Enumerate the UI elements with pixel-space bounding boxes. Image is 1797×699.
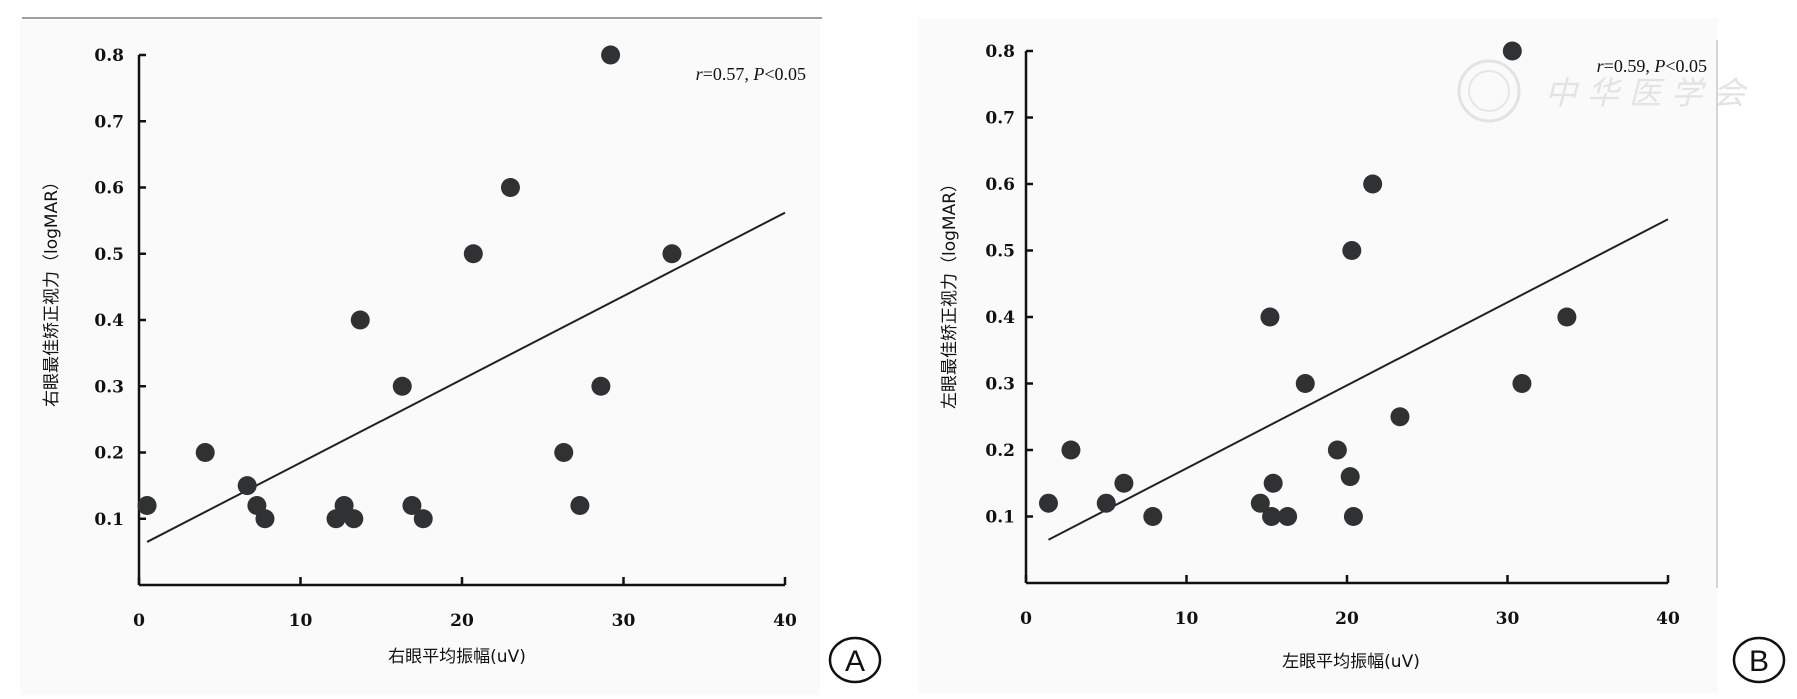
x-tick-label: 20: [1335, 609, 1359, 629]
panel-b-background: [918, 18, 1718, 693]
x-tick-label: 0: [1020, 609, 1032, 629]
panel-a: 0.1 0.2 0.3 0.4 0.5 0.6 0.7 0.8 0 10 20 30 40 右眼平均振幅(…: [42, 45, 882, 684]
r-symbol: r: [696, 64, 704, 84]
x-tick-label: 20: [450, 611, 474, 631]
panel-letter: B: [1749, 645, 1769, 678]
data-point: [463, 244, 483, 264]
x-axis-label: 右眼平均振幅(uV): [388, 647, 526, 667]
y-tick-label: 0.7: [94, 112, 124, 132]
data-point: [554, 443, 574, 462]
watermark-seal-icon: [1457, 59, 1521, 123]
y-tick-label: 0.8: [985, 42, 1015, 62]
y-tick-label: 0.4: [985, 308, 1015, 328]
x-tick-label: 10: [1175, 609, 1199, 629]
data-point: [1114, 473, 1134, 493]
watermark-seal-inner-icon: [1468, 70, 1510, 112]
data-point: [392, 376, 412, 396]
regression-line: [1048, 218, 1669, 541]
y-tick-label: 0.3: [985, 375, 1015, 395]
data-point: [255, 509, 275, 529]
x-tick-label: 30: [1496, 609, 1520, 629]
p-symbol: P: [752, 64, 764, 84]
data-point: [591, 376, 611, 396]
panel-a-background: [20, 20, 820, 695]
data-point: [1038, 493, 1058, 513]
data-point: [662, 244, 682, 264]
y-tick-label: 0.1: [94, 510, 124, 530]
data-point: [1061, 440, 1081, 460]
data-point: [1343, 507, 1363, 526]
x-tick-label: 40: [773, 611, 797, 631]
y-tick-label: 0.2: [94, 444, 124, 464]
r-value: =0.59,: [1604, 56, 1655, 76]
y-tick-label: 0.6: [985, 175, 1015, 195]
data-point: [344, 509, 364, 529]
data-point: [1340, 467, 1360, 487]
data-point: [1502, 41, 1522, 61]
y-axis-label: 右眼最佳矫正视力（logMAR）: [42, 173, 62, 407]
data-point: [1263, 473, 1283, 493]
data-point: [237, 476, 257, 496]
y-axis-label: 左眼最佳矫正视力（logMAR）: [940, 175, 960, 409]
data-point: [137, 496, 157, 515]
p-value: <0.05: [1665, 56, 1707, 76]
y-tick-label: 0.7: [985, 109, 1015, 129]
r-symbol: r: [1597, 56, 1605, 76]
y-tick-label: 0.4: [94, 311, 124, 331]
panel-b: 中华医学会 0.1 0.2 0.3 0.4 0.5 0.6 0.7 0.8 0 10 20 30 40 左眼…: [940, 41, 1786, 684]
panel-letter: A: [845, 645, 865, 678]
correlation-annotation: r=0.59, P<0.05: [1597, 56, 1707, 76]
data-point: [350, 310, 370, 330]
data-point: [402, 496, 422, 515]
data-point: [1250, 493, 1270, 513]
x-tick-label: 10: [289, 611, 313, 631]
data-point: [1342, 241, 1362, 260]
watermark: 中华医学会: [1457, 59, 1755, 123]
data-point: [334, 496, 354, 515]
panel-letter-circle-icon: [828, 636, 882, 684]
data-point: [413, 509, 433, 529]
watermark-text: 中华医学会: [1545, 74, 1755, 112]
y-tick-label: 0.5: [985, 242, 1015, 262]
x-tick-label: 30: [612, 611, 636, 631]
panel-letter-circle-icon: [1732, 636, 1786, 684]
y-tick-label: 0.8: [94, 46, 124, 66]
data-point: [1096, 493, 1116, 513]
data-point: [1557, 307, 1577, 327]
x-tick-label: 0: [133, 611, 145, 631]
y-tick-label: 0.2: [985, 441, 1015, 461]
correlation-annotation: r=0.57, P<0.05: [696, 64, 806, 84]
data-point: [1262, 507, 1282, 526]
data-point: [570, 496, 590, 515]
data-point: [500, 178, 520, 197]
p-symbol: P: [1653, 56, 1665, 76]
data-point: [1295, 374, 1315, 393]
x-tick-label: 40: [1656, 609, 1680, 629]
y-tick-label: 0.6: [94, 179, 124, 199]
y-tick-label: 0.5: [94, 245, 124, 265]
data-point: [1390, 407, 1410, 427]
data-point: [1327, 440, 1347, 460]
data-point: [1143, 507, 1163, 526]
y-tick-label: 0.1: [985, 508, 1015, 528]
data-point: [1260, 307, 1280, 327]
data-point: [1278, 507, 1298, 526]
p-value: <0.05: [764, 64, 806, 84]
data-point: [601, 45, 621, 65]
data-point: [1512, 374, 1532, 393]
data-point: [1363, 174, 1383, 194]
data-point: [195, 443, 215, 462]
r-value: =0.57,: [703, 64, 754, 84]
x-axis-label: 左眼平均振幅(uV): [1282, 652, 1420, 672]
y-tick-label: 0.3: [94, 377, 124, 397]
